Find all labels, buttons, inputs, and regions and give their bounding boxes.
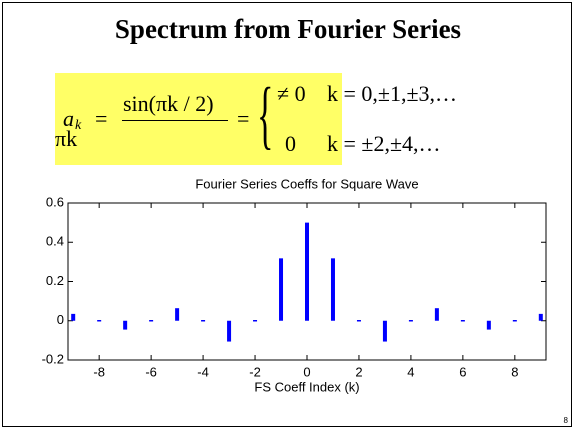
formula-numerator: sin(πk / 2) xyxy=(123,91,214,116)
page-number: 8 xyxy=(563,416,568,425)
stem xyxy=(305,222,309,321)
x-tick-label: 2 xyxy=(355,364,362,379)
x-tick-label: -8 xyxy=(93,364,105,379)
formula-sub: k xyxy=(75,118,82,133)
x-tick-label: -2 xyxy=(249,364,261,379)
case-condition: k = ±2,±4,… xyxy=(327,131,441,156)
formula-lhs: a xyxy=(63,106,74,131)
stem xyxy=(97,320,102,322)
stem xyxy=(408,320,413,322)
brace: { xyxy=(257,73,274,157)
stem xyxy=(356,320,361,322)
x-tick-label: -6 xyxy=(145,364,157,379)
stem xyxy=(227,320,232,342)
stem xyxy=(149,320,154,322)
stem xyxy=(434,308,439,321)
case-condition: k = 0,±1,±3,… xyxy=(327,81,458,106)
y-tick-label: 0.4 xyxy=(46,234,64,249)
formula-eq: = xyxy=(95,106,108,131)
x-tick-label: 4 xyxy=(407,364,414,379)
stem xyxy=(201,320,206,322)
slide-frame xyxy=(2,2,572,427)
stem xyxy=(382,320,387,342)
case-value: 0 xyxy=(285,131,296,156)
chart-title: Fourier Series Coeffs for Square Wave xyxy=(195,176,418,191)
x-tick-label: 8 xyxy=(511,364,518,379)
stem xyxy=(538,313,543,321)
stem xyxy=(71,313,76,321)
formula: a k = sin(πk / 2) πk = { ≠ 0 k = 0,±1,±3… xyxy=(55,73,457,165)
y-tick-label: 0.2 xyxy=(46,273,64,288)
y-tick-label: 0 xyxy=(57,312,64,327)
x-axis-label: FS Coeff Index (k) xyxy=(254,379,359,394)
stem xyxy=(123,320,128,330)
fraction-line xyxy=(122,120,228,121)
x-tick-label: -4 xyxy=(197,364,209,379)
x-tick-label: 6 xyxy=(459,364,466,379)
y-tick-label: 0.6 xyxy=(46,194,64,209)
stem xyxy=(486,320,491,330)
y-tick-label: -0.2 xyxy=(42,351,64,366)
stem xyxy=(279,258,284,321)
stem xyxy=(175,308,180,321)
formula-denominator: πk xyxy=(55,126,78,151)
stem xyxy=(253,320,258,322)
formula-eq: = xyxy=(237,106,250,131)
x-tick-label: 0 xyxy=(303,364,310,379)
stem xyxy=(512,320,517,322)
slide-title: Spectrum from Fourier Series xyxy=(114,14,462,44)
case-value: ≠ 0 xyxy=(277,81,306,106)
stem xyxy=(460,320,465,322)
stem xyxy=(330,258,335,321)
